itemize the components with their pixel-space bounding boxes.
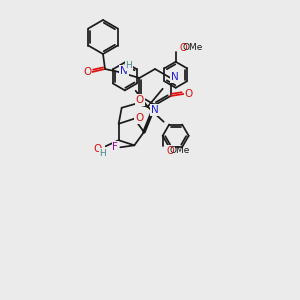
Text: F: F [112, 142, 118, 152]
Text: O: O [184, 89, 193, 99]
Text: O: O [136, 95, 144, 105]
Text: O: O [180, 43, 188, 53]
Text: N: N [171, 72, 178, 82]
Text: N: N [151, 105, 159, 115]
Text: O: O [83, 67, 91, 77]
Text: OMe: OMe [182, 43, 203, 52]
Text: O: O [167, 146, 175, 156]
Text: O: O [94, 144, 102, 154]
Text: H: H [99, 149, 106, 158]
Text: N: N [120, 66, 128, 76]
Text: O: O [135, 113, 143, 123]
Text: OMe: OMe [169, 146, 190, 155]
Text: H: H [126, 61, 132, 70]
